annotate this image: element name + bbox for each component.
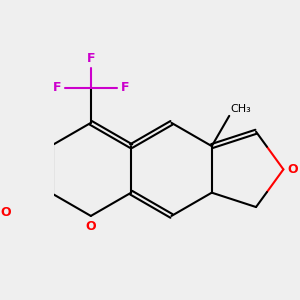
Text: O: O — [288, 163, 298, 176]
Text: O: O — [85, 220, 96, 233]
Text: CH₃: CH₃ — [231, 103, 251, 113]
Text: F: F — [87, 52, 95, 65]
Text: O: O — [0, 206, 11, 219]
Text: F: F — [121, 81, 129, 94]
Text: F: F — [53, 81, 61, 94]
